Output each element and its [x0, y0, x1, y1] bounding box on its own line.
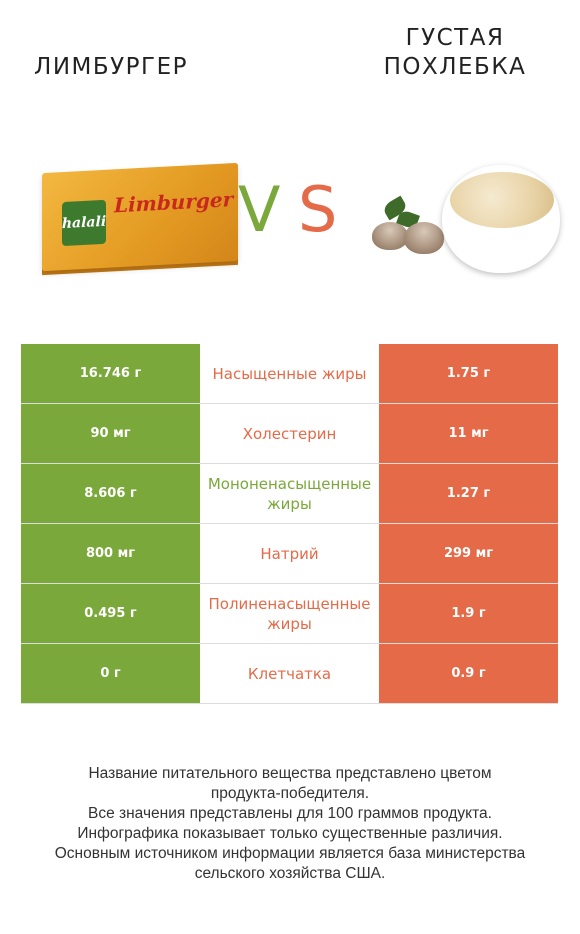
table-bottom-border — [21, 703, 558, 704]
nutrient-label: Полиненасыщенные жиры — [200, 584, 379, 643]
footer-line: Все значения представлены для 100 граммо… — [88, 805, 492, 822]
left-value: 90 мг — [21, 404, 200, 463]
cheese-brand-logo: halali — [62, 199, 106, 247]
nutrient-label: Холестерин — [200, 404, 379, 463]
footer-line: сельского хозяйства США. — [194, 865, 386, 882]
row-divider — [21, 523, 558, 524]
table-row: 0 г Клетчатка 0.9 г — [21, 644, 558, 703]
nutrient-label: Натрий — [200, 524, 379, 583]
left-product-title: ЛИМБУРГЕР — [34, 54, 188, 80]
nutrient-label-text: Холестерин — [242, 424, 337, 443]
nutrient-label: Клетчатка — [200, 644, 379, 703]
nutrient-label: Мононенасыщенные жиры — [200, 464, 379, 523]
nutrient-label-text: Насыщенные жиры — [212, 364, 367, 383]
table-row: 0.495 г Полиненасыщенные жиры 1.9 г — [21, 584, 558, 643]
table-row: 800 мг Натрий 299 мг — [21, 524, 558, 583]
clam-shell — [404, 222, 444, 254]
right-value: 1.27 г — [379, 464, 558, 523]
nutrient-label-text: Мононенасыщенные жиры — [207, 474, 372, 513]
right-product-title: ГУСТАЯ ПОХЛЕБКА — [383, 25, 527, 80]
clam-shell — [372, 222, 408, 250]
table-row: 8.606 г Мононенасыщенные жиры 1.27 г — [21, 464, 558, 523]
right-value: 11 мг — [379, 404, 558, 463]
vs-letter-s: S — [298, 173, 338, 246]
table-row: 16.746 г Насыщенные жиры 1.75 г — [21, 344, 558, 403]
nutrient-label-text: Натрий — [260, 544, 319, 563]
row-divider — [21, 403, 558, 404]
row-divider — [21, 583, 558, 584]
row-divider — [21, 463, 558, 464]
nutrient-label-text: Полиненасыщенные жиры — [208, 594, 371, 633]
right-value: 1.75 г — [379, 344, 558, 403]
row-divider — [21, 643, 558, 644]
right-value: 1.9 г — [379, 584, 558, 643]
right-value: 299 мг — [379, 524, 558, 583]
nutrient-label: Насыщенные жиры — [200, 344, 379, 403]
left-value: 16.746 г — [21, 344, 200, 403]
soup-surface — [450, 172, 554, 228]
cheese-package-name: Limburger — [114, 187, 234, 218]
footer-line: продукта-победителя. — [210, 785, 370, 802]
nutrient-label-text: Клетчатка — [247, 664, 332, 683]
left-value: 800 мг — [21, 524, 200, 583]
left-value: 0.495 г — [21, 584, 200, 643]
left-value: 0 г — [21, 644, 200, 703]
footer-line: Инфографика показывает только существенн… — [77, 825, 503, 842]
right-value: 0.9 г — [379, 644, 558, 703]
footer-line: Название питательного вещества представл… — [88, 765, 492, 782]
left-value: 8.606 г — [21, 464, 200, 523]
vs-letter-v: V — [238, 173, 281, 246]
footer-line: Основным источником информации является … — [54, 845, 526, 862]
limburger-cheese-image: halali Limburger — [42, 162, 238, 272]
footer-notes: Название питательного вещества представл… — [0, 764, 580, 884]
table-row: 90 мг Холестерин 11 мг — [21, 404, 558, 463]
